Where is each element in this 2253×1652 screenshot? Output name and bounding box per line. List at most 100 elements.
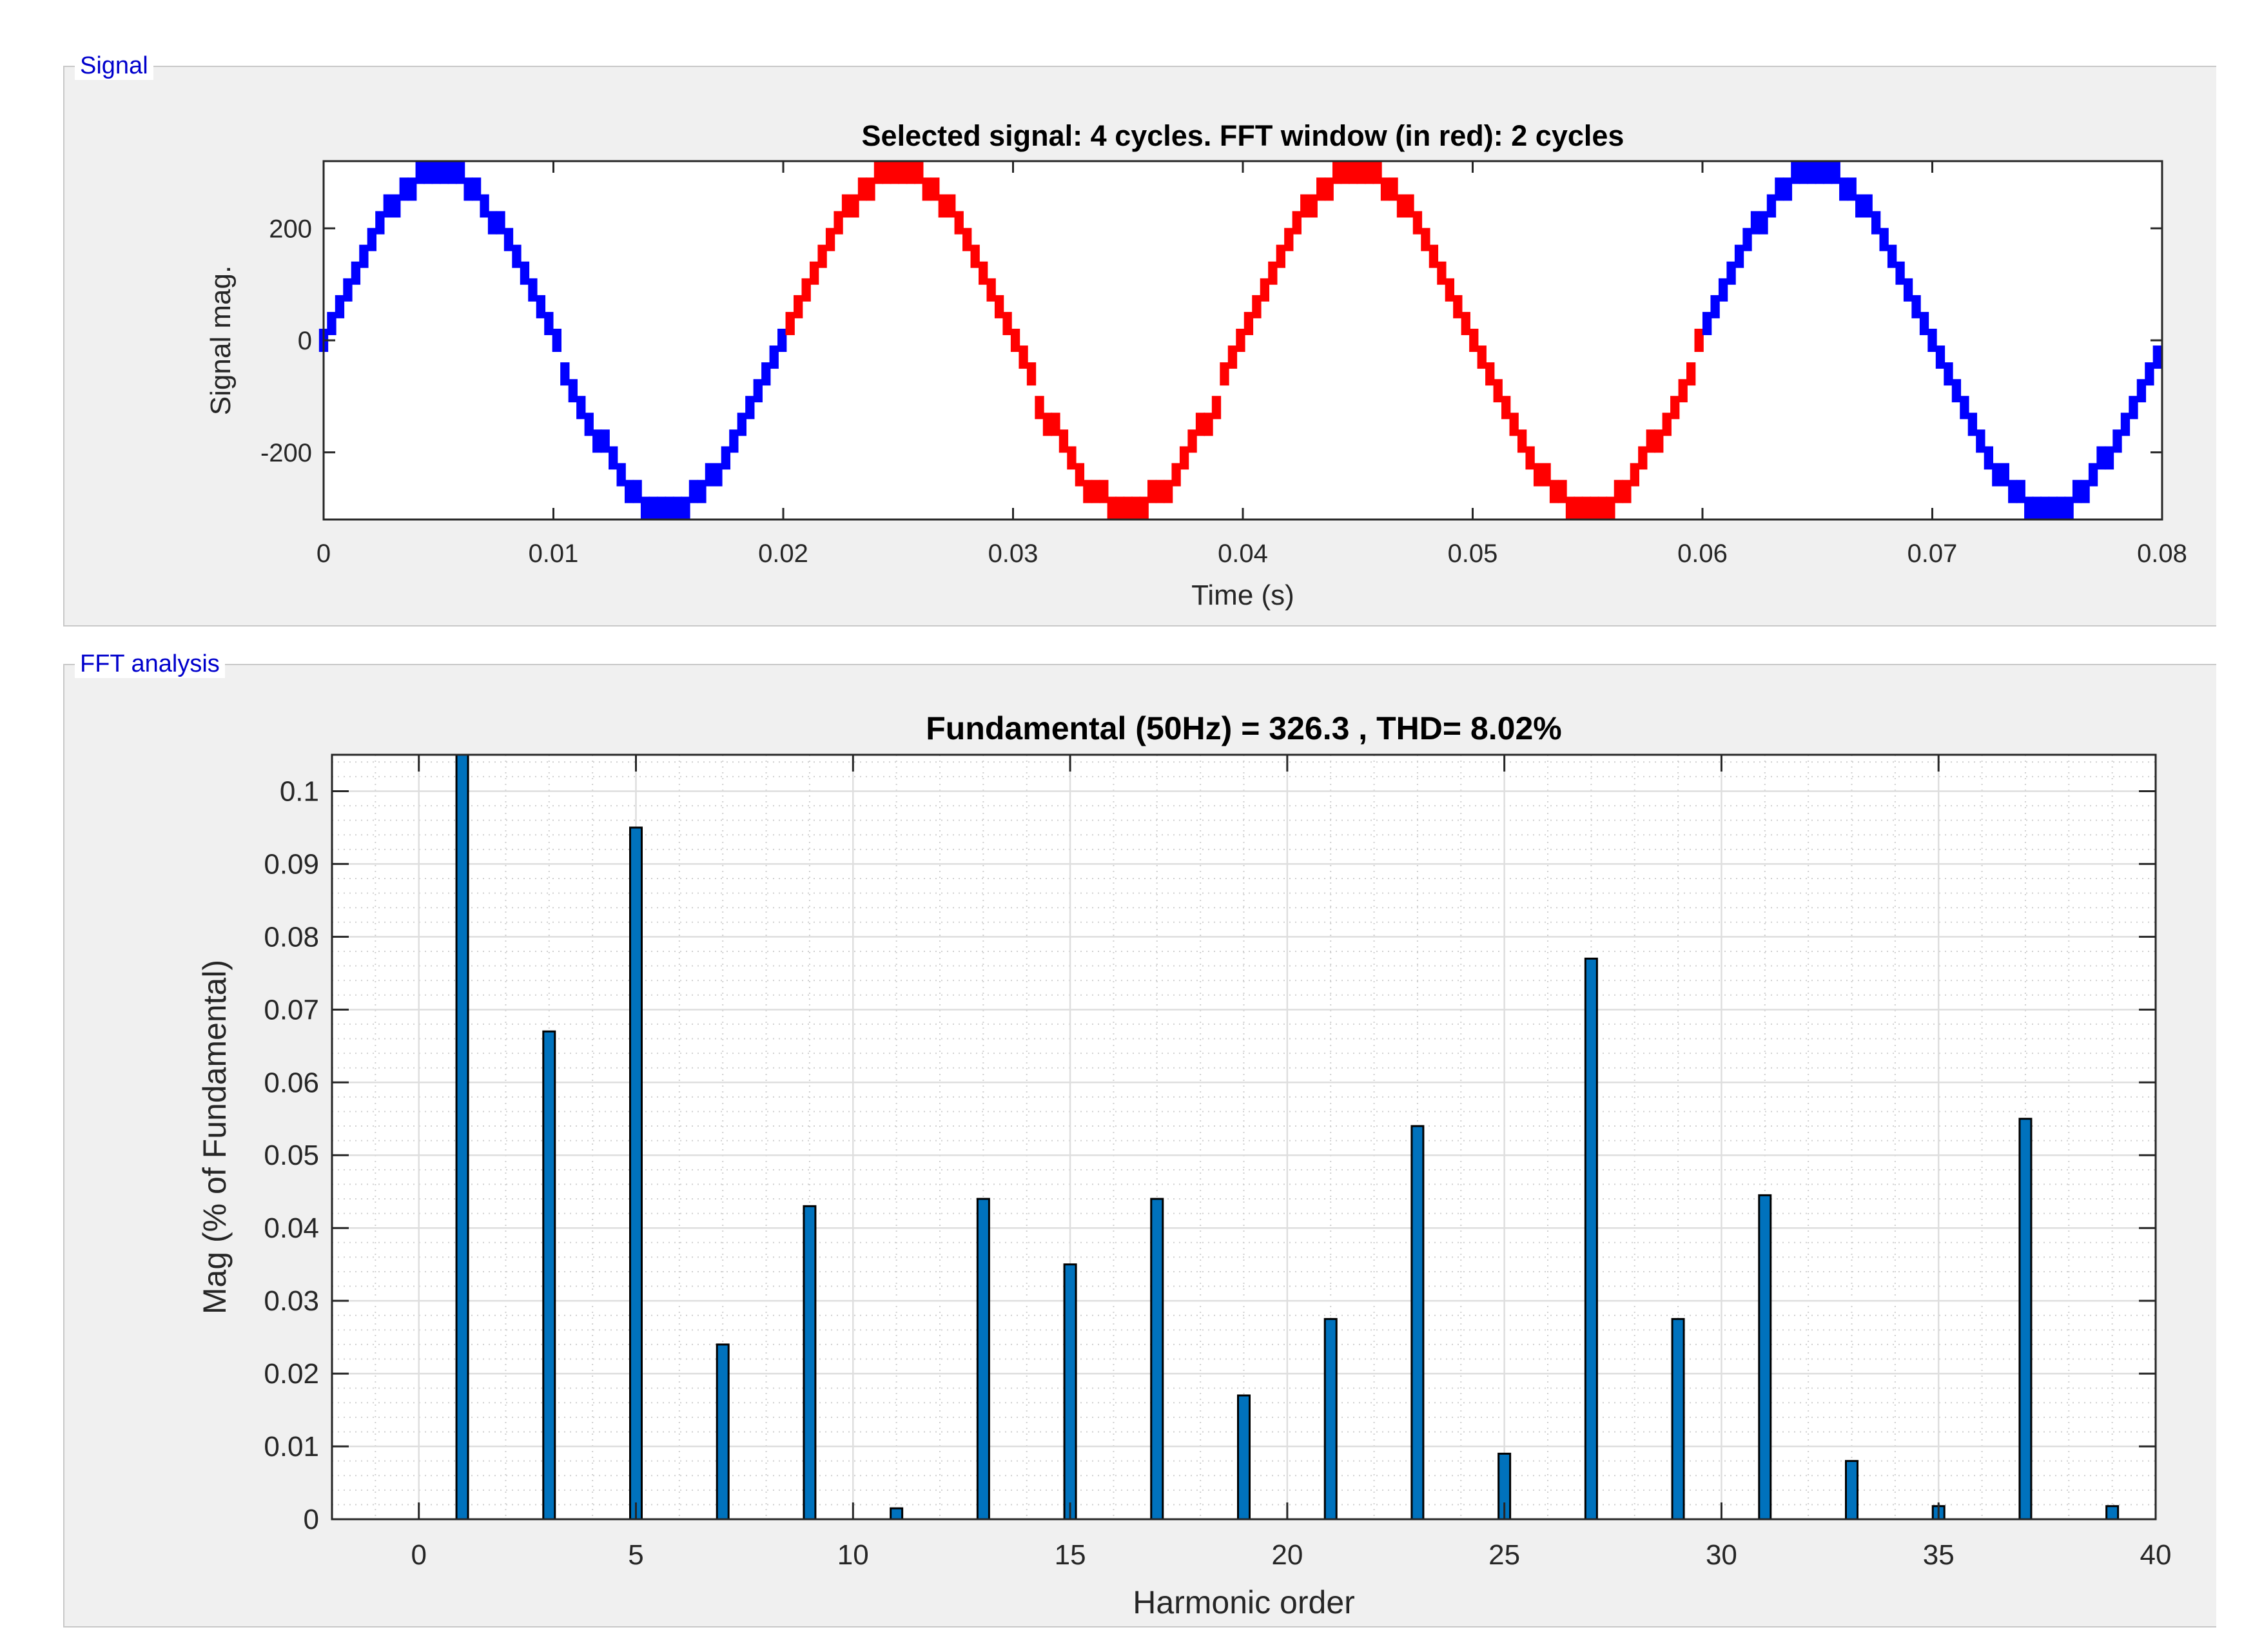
signal-sample [2032,496,2042,520]
fft-window-sample [1493,379,1503,403]
fft-window-sample [962,228,972,251]
signal-sample [1895,261,1905,285]
fft-x-tick-label: 0 [411,1539,426,1571]
signal-sample [609,446,618,470]
signal-sample [769,345,779,369]
fft-window-sample [978,261,988,285]
signal-sample [2145,362,2154,386]
signal-sample [2064,496,2074,520]
signal-sample [2000,463,2009,487]
fft-window-sample [1574,496,1583,520]
signal-sample [1750,211,1760,235]
signal-x-tick-label: 0 [317,539,331,568]
signal-sample [2112,429,2122,453]
signal-sample [616,463,626,487]
signal-sample [1766,194,1777,218]
fft-window-sample [1099,480,1109,503]
fft-y-axis-label: Mag (% of Fundamental) [197,960,233,1314]
fft-window-sample [817,244,827,268]
fft-x-tick-label: 40 [2140,1539,2172,1571]
fft-window-sample [1348,160,1358,184]
signal-sample [1742,228,1752,251]
fft-window-sample [1525,446,1535,470]
fft-window-sample [1316,177,1326,201]
fft-window-sample [914,160,924,184]
signal-sample [697,480,707,503]
fft-window-sample [785,311,795,335]
signal-sample [520,261,530,285]
signal-sample [1944,362,1953,386]
signal-sample [1782,177,1793,201]
fft-window-sample [1211,396,1222,420]
signal-sample [1847,177,1857,201]
signal-sample [391,194,401,218]
fft-window-sample [1429,244,1439,268]
fft-chart: 0 5 10 15 20 25 30 35 40 0 0.01 0.02 0.03 0.04 0.05 0.0… [197,710,2171,1620]
fft-window-sample [1035,396,1044,420]
fft-window-sample [1549,480,1559,503]
fft-window-sample [1042,413,1053,436]
fft-window-sample [922,177,931,201]
harmonic-bar [976,1198,990,1521]
signal-sample [1759,211,1768,235]
fft-window-sample [1187,429,1197,453]
harmonic-bar [1845,1460,1858,1521]
signal-sample [688,480,699,503]
signal-sample [496,211,505,235]
signal-sample [2104,446,2114,470]
signal-sample [1831,160,1840,184]
signal-sample [665,496,674,520]
signal-sample [761,362,771,386]
signal-sample [367,228,377,251]
signal-sample [343,278,353,302]
signal-sample [552,329,562,352]
fft-window-sample [1517,429,1527,453]
signal-sample [2048,496,2058,520]
fft-window-sample [1485,362,1495,386]
fft-x-tick-label: 10 [837,1539,869,1571]
signal-sample [351,261,361,285]
fft-window-sample [970,244,980,268]
fft-window-sample [986,278,996,302]
fft-window-sample [898,160,908,184]
signal-sample [1879,228,1889,251]
fft-window-sample [866,177,875,201]
signal-sample [1718,278,1728,302]
signal-sample [2056,496,2066,520]
fft-x-tick-label: 5 [628,1539,643,1571]
signal-sample [503,228,514,251]
fft-window-sample [1115,496,1125,520]
fft-window-sample [1324,177,1334,201]
signal-waveform [318,160,2163,520]
signal-sample [383,194,393,218]
signal-sample [431,160,441,184]
signal-sample [2072,480,2082,503]
fft-window-sample [1638,446,1648,470]
signal-sample [2040,496,2050,520]
signal-sample [2152,345,2163,369]
fft-x-tick-label: 15 [1055,1539,1086,1571]
fft-y-tick-label: 0.03 [264,1285,319,1317]
fft-window-sample [1437,261,1447,285]
fft-window-sample [1284,228,1294,251]
fft-window-sample [850,194,859,218]
signal-y-tick-label: 200 [269,215,312,243]
signal-sample [2136,379,2147,403]
fft-window-sample [1654,429,1664,453]
fft-window-sample [1123,496,1133,520]
signal-sample [455,160,465,184]
fft-window-sample [1292,211,1302,235]
signal-sample [399,177,409,201]
fft-window-sample [1614,480,1624,503]
fft-window-sample [1356,160,1366,184]
fft-window-sample [873,160,884,184]
harmonic-bar [1671,1317,1685,1521]
harmonic-bar [1063,1263,1077,1521]
fft-x-tick-label: 35 [1923,1539,1955,1571]
harmonic-bar [716,1343,730,1521]
signal-sample [1799,160,1809,184]
signal-sample [2008,480,2018,503]
fft-window-sample [994,295,1004,318]
signal-sample [2088,463,2098,487]
